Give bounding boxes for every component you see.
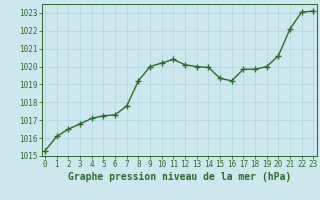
X-axis label: Graphe pression niveau de la mer (hPa): Graphe pression niveau de la mer (hPa) xyxy=(68,172,291,182)
